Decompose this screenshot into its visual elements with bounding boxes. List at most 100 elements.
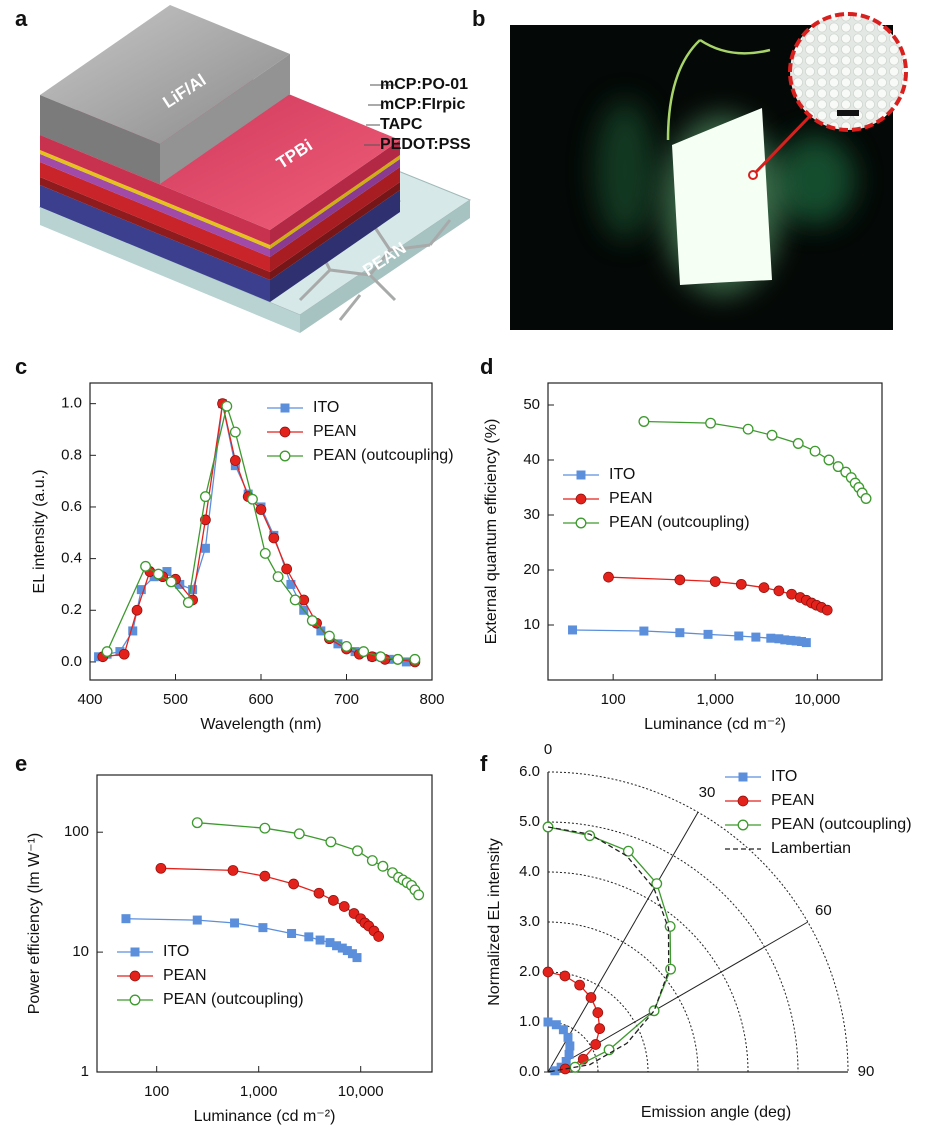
marker [751,632,761,642]
marker [559,970,571,982]
marker [152,568,164,580]
plot-frame [89,382,433,681]
panel-label: d [480,354,493,379]
marker [377,860,389,872]
r-tick-label: 4.0 [519,863,540,880]
marker [288,878,299,890]
x-tick-label: 600 [248,691,273,708]
marker [792,438,804,449]
marker [162,567,172,577]
marker [155,862,167,874]
legend-marker [576,470,586,480]
legend-label: PEAN [163,967,207,984]
legend-label: ITO [609,466,635,483]
marker [735,578,747,590]
x-tick-label: 800 [419,691,444,708]
marker [281,563,292,575]
marker [674,574,686,586]
x-tick-label: 100 [601,691,626,708]
legend-label: PEAN (outcoupling) [313,447,454,464]
legend-marker [738,772,748,782]
marker [585,992,597,1003]
layer [270,140,400,245]
marker [259,822,271,834]
marker [325,836,337,848]
y-axis-label: Power efficiency (lm W⁻¹) [26,833,43,1015]
layer [40,154,270,257]
marker [603,571,614,583]
marker [773,585,785,597]
marker [592,1007,604,1018]
y-axis-label: Normalized EL intensity [486,838,503,1005]
marker [401,657,411,667]
marker [823,454,835,466]
inset [790,14,906,130]
marker [230,455,241,466]
marker [188,585,198,595]
x-axis-label: Luminance (cd m⁻²) [644,716,786,733]
grid-arc [547,921,699,1073]
plot-frame [96,774,433,1073]
panel-label: f [480,751,488,776]
panel-label: c [15,354,27,379]
marker [258,923,268,933]
marker [774,634,784,644]
marker [289,594,301,606]
r-tick-label: 6.0 [519,763,540,780]
marker [121,914,131,924]
x-tick-label: 100 [144,1083,169,1100]
marker [574,979,585,991]
layer [40,185,270,302]
marker [568,625,578,635]
marker [791,636,801,646]
cathode-side [160,54,290,184]
grid-arc [547,771,849,1073]
marker [341,640,352,652]
legend-marker [575,493,587,505]
marker [323,630,335,642]
marker [182,597,194,608]
marker [413,889,425,901]
glow [775,135,855,225]
legend-label: PEAN (outcoupling) [609,514,750,531]
marker [409,653,421,665]
legend-marker [737,795,749,807]
marker [352,845,363,857]
marker [272,571,284,583]
marker [651,878,663,890]
marker [665,963,677,975]
marker [832,461,844,473]
marker [287,928,297,938]
y-tick-label: 50 [523,396,540,413]
marker [786,635,796,645]
marker [246,493,258,505]
marker [192,915,202,925]
layer [270,182,400,280]
scale-bar [837,110,859,116]
marker [622,845,634,857]
inset-pointer [754,114,812,174]
y-tick-label: 20 [523,561,540,578]
marker [821,604,833,616]
y-tick-label: 100 [64,823,89,840]
device-illustration: LiF/Al TPBi PEAN mCP:PO-01 mCP:FIrpic TA… [38,5,472,333]
marker [590,1039,601,1050]
x-tick-label: 500 [163,691,188,708]
series-line [106,403,415,660]
legend-marker [129,994,141,1006]
marker [347,949,357,959]
y-tick-label: 0.4 [61,550,82,567]
legend-marker [737,819,749,831]
marker [191,817,203,829]
panel-label: b [472,6,485,31]
layer [40,135,270,245]
marker [564,1049,574,1059]
marker [352,953,362,963]
layer [40,162,270,272]
plot-frame [547,382,883,681]
beaker-edge [666,38,771,141]
legend-label: PEAN [771,792,815,809]
marker [734,631,744,641]
marker [543,1017,553,1027]
